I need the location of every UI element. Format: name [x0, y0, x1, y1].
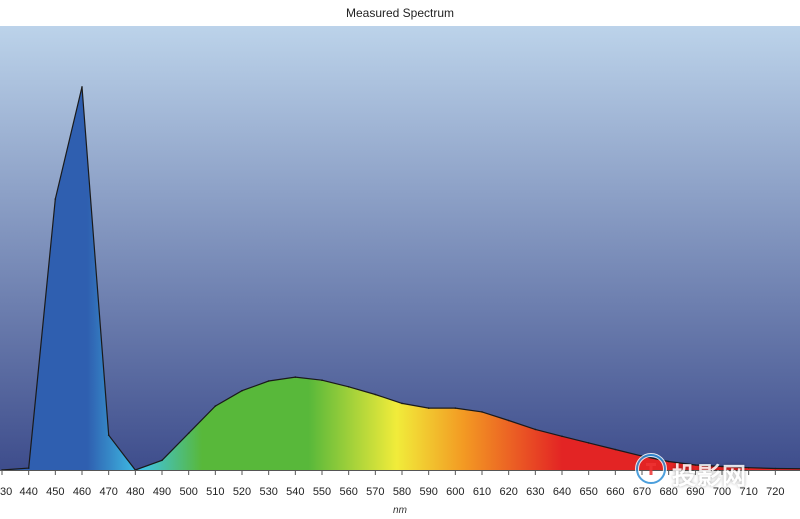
x-tick-label: 550 [313, 486, 331, 498]
watermark: 投影网 [634, 452, 794, 490]
x-tick-label: 500 [179, 486, 197, 498]
spectrum-point [534, 428, 537, 431]
spectrum-point [747, 466, 750, 469]
x-axis-ticks: 30 440 450 460 470 480 490 500 510 520 530 540 550 56… [0, 470, 785, 498]
spectrum-point [214, 405, 217, 407]
projector-logo-icon [635, 453, 667, 485]
spectrum-point [454, 407, 457, 409]
spectrum-point [294, 376, 297, 378]
x-axis-label: nm [393, 505, 407, 516]
x-tick-label: 630 [526, 486, 544, 498]
x-tick-label: 660 [606, 486, 624, 498]
x-tick-label: 670 [633, 486, 651, 498]
x-tick-label: 560 [339, 486, 357, 498]
x-tick-label: 580 [393, 486, 411, 498]
x-tick-label: 590 [419, 486, 437, 498]
x-tick-label: 490 [153, 486, 171, 498]
x-tick-label: 600 [446, 486, 464, 498]
spectrum-point [481, 411, 483, 413]
spectrum-point [667, 460, 670, 463]
spectrum-point [54, 198, 57, 200]
x-tick-label: 710 [739, 486, 757, 498]
spectrum-point [27, 467, 30, 469]
x-tick-label: 690 [686, 486, 704, 498]
spectrum-point [81, 86, 83, 88]
plot-background [0, 26, 800, 470]
spectrum-point [587, 442, 590, 444]
x-tick-label: 540 [286, 486, 304, 498]
spectrum-point [614, 448, 617, 451]
spectrum-point [321, 379, 323, 382]
spectrum-point [561, 435, 563, 438]
x-tick-label: 480 [126, 486, 144, 498]
x-tick-label: 440 [19, 486, 37, 498]
spectrum-point [107, 434, 110, 437]
x-tick-label: 640 [553, 486, 571, 498]
x-tick-label: 460 [73, 486, 91, 498]
x-tick-label: 510 [206, 486, 224, 498]
spectrum-point [721, 465, 723, 468]
spectrum-area [2, 86, 800, 470]
spectrum-point [694, 464, 697, 466]
spectrum-point [401, 402, 403, 405]
spectrum-point [374, 393, 377, 396]
x-tick-label: 680 [659, 486, 677, 498]
spectrum-point [427, 407, 430, 409]
spectrum-point [161, 459, 163, 462]
spectrum-point [267, 380, 270, 382]
chart-title: Measured Spectrum [345, 6, 455, 20]
x-tick-label: 470 [99, 486, 117, 498]
spectrum-point [187, 432, 190, 435]
x-tick-label: 650 [579, 486, 597, 498]
watermark-text: 投影网 [672, 463, 747, 490]
x-tick-label: 520 [233, 486, 251, 498]
x-tick-label: 530 [259, 486, 277, 498]
x-tick-label: 30 [0, 486, 12, 498]
x-tick-label: 700 [713, 486, 731, 498]
spectrum-point [241, 389, 243, 392]
x-tick-label: 720 [766, 486, 784, 498]
spectrum-point [774, 467, 777, 470]
x-tick-label: 570 [366, 486, 384, 498]
spectrum-point [347, 386, 350, 388]
x-tick-label: 450 [46, 486, 64, 498]
x-tick-label: 620 [499, 486, 517, 498]
x-tick-label: 610 [473, 486, 491, 498]
spectrum-point [507, 419, 510, 422]
